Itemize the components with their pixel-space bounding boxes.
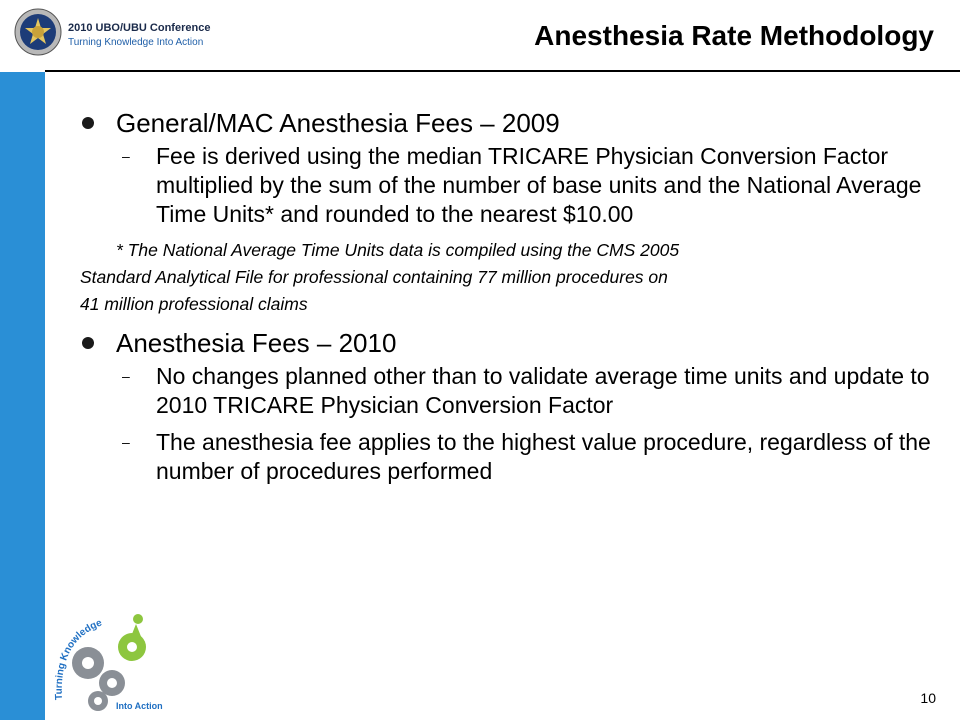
- footnote: * The National Average Time Units data i…: [76, 237, 936, 264]
- footnote-line: Standard Analytical File for professiona…: [80, 267, 668, 287]
- sub-bullet-item: – The anesthesia fee applies to the high…: [76, 428, 936, 486]
- slide-title: Anesthesia Rate Methodology: [534, 20, 934, 51]
- left-accent-bar: [0, 0, 45, 720]
- sub-bullet-text: The anesthesia fee applies to the highes…: [156, 429, 931, 484]
- dash-icon: –: [122, 148, 130, 164]
- bullet-dot-icon: [82, 337, 94, 349]
- bullet-heading: Anesthesia Fees – 2010: [116, 328, 397, 358]
- slide-header: 2010 UBO/UBU Conference Turning Knowledg…: [0, 0, 960, 72]
- header-divider: [45, 70, 960, 72]
- footnote-line: 41 million professional claims: [80, 294, 308, 314]
- department-seal-icon: [14, 8, 62, 56]
- conference-tagline: Turning Knowledge Into Action: [68, 37, 204, 48]
- conference-name: 2010 UBO/UBU Conference: [68, 22, 211, 34]
- footnote: Standard Analytical File for professiona…: [76, 264, 936, 318]
- bullet-item: General/MAC Anesthesia Fees – 2009: [76, 108, 936, 138]
- dash-icon: –: [122, 434, 130, 450]
- sub-bullet-text: Fee is derived using the median TRICARE …: [156, 143, 922, 227]
- page-number: 10: [920, 690, 936, 706]
- sub-bullet-text: No changes planned other than to validat…: [156, 363, 930, 418]
- bullet-dot-icon: [82, 117, 94, 129]
- dash-icon: –: [122, 368, 130, 384]
- logo-text-line2: Into Action: [116, 701, 163, 711]
- bullet-item: Anesthesia Fees – 2010: [76, 328, 936, 358]
- slide-body: General/MAC Anesthesia Fees – 2009 – Fee…: [76, 108, 936, 486]
- sub-bullet-item: – Fee is derived using the median TRICAR…: [76, 142, 936, 229]
- turning-knowledge-logo-icon: Turning Knowledge Into Action: [50, 605, 170, 717]
- bullet-heading: General/MAC Anesthesia Fees – 2009: [116, 108, 560, 138]
- footnote-line: * The National Average Time Units data i…: [116, 240, 680, 260]
- sub-bullet-item: – No changes planned other than to valid…: [76, 362, 936, 420]
